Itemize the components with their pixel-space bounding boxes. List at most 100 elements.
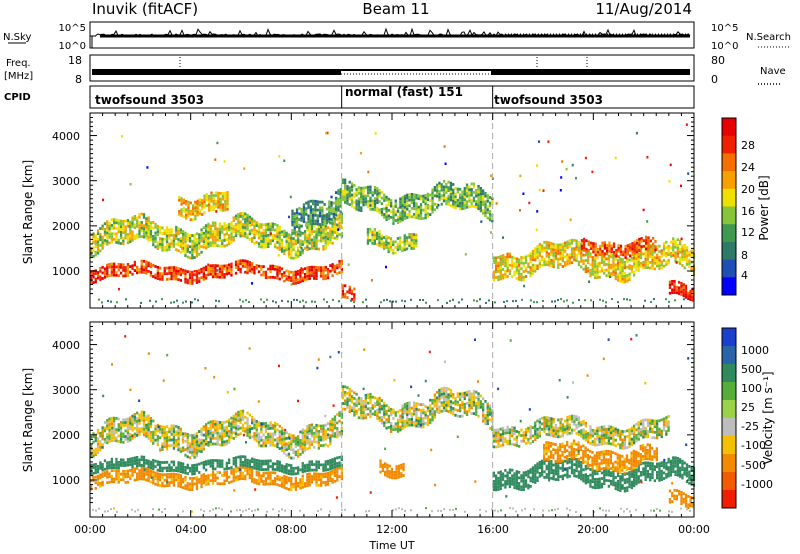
heatmap-cell	[307, 203, 310, 207]
heatmap-cell	[186, 244, 189, 248]
heatmap-cell	[371, 412, 374, 416]
heatmap-cell	[292, 469, 295, 473]
heatmap-cell	[527, 254, 530, 257]
heatmap-cell	[276, 460, 279, 463]
heatmap-cell	[290, 251, 293, 254]
heatmap-cell	[264, 480, 268, 483]
heatmap-cell	[475, 203, 478, 206]
heatmap-cell	[501, 268, 505, 271]
colorbar-swatch	[722, 171, 736, 190]
heatmap-cell	[269, 424, 272, 427]
heatmap-cell	[614, 266, 617, 269]
heatmap-cell	[513, 262, 516, 265]
heatmap-cell	[193, 250, 196, 254]
heatmap-cell	[344, 198, 347, 201]
heatmap-cell	[214, 442, 217, 446]
heatmap-cell	[248, 470, 251, 474]
heatmap-cell	[380, 207, 384, 211]
heatmap-cell	[113, 466, 116, 469]
heatmap-cell	[295, 225, 299, 228]
heatmap-cell	[172, 446, 176, 450]
heatmap-cell	[90, 463, 93, 467]
heatmap-cell	[389, 242, 393, 246]
heatmap-cell	[200, 228, 203, 232]
heatmap-cell	[436, 203, 439, 206]
heatmap-cell	[299, 453, 302, 456]
heatmap-cell	[221, 440, 224, 444]
heatmap-cell	[230, 262, 233, 266]
heatmap-cell	[314, 300, 316, 303]
heatmap-cell	[336, 231, 339, 235]
heatmap-cell	[182, 246, 185, 250]
heatmap-cell	[251, 421, 254, 425]
heatmap-cell	[577, 263, 581, 267]
heatmap-cell	[216, 440, 219, 443]
heatmap-cell	[138, 461, 141, 464]
heatmap-cell	[264, 427, 268, 431]
heatmap-cell	[612, 250, 616, 254]
heatmap-cell	[589, 263, 592, 267]
heatmap-cell	[674, 245, 677, 249]
heatmap-cell	[271, 275, 274, 279]
heatmap-cell	[90, 444, 93, 447]
heatmap-cell	[470, 190, 473, 194]
heatmap-cell	[156, 429, 159, 433]
heatmap-cell	[133, 413, 136, 416]
heatmap-cell	[223, 225, 226, 228]
heatmap-cell	[672, 240, 675, 243]
heatmap-cell	[303, 230, 307, 233]
heatmap-cell	[122, 464, 125, 467]
colorbar-swatch	[722, 206, 736, 225]
heatmap-cell	[401, 427, 404, 430]
heatmap-cell	[119, 435, 123, 438]
heatmap-cell	[297, 440, 300, 444]
heatmap-cell	[246, 225, 249, 228]
heatmap-cell	[218, 244, 222, 248]
heatmap-cell	[678, 280, 681, 284]
heatmap-cell	[285, 481, 288, 485]
heatmap-cell	[339, 199, 342, 202]
heatmap-cell	[501, 276, 505, 280]
heatmap-cell	[172, 478, 176, 482]
heatmap-cell	[392, 243, 395, 247]
heatmap-cell	[333, 228, 337, 232]
heatmap-cell	[221, 264, 224, 268]
heatmap-cell	[522, 278, 525, 282]
heatmap-cell	[200, 479, 203, 483]
heatmap-cell	[159, 242, 162, 246]
heatmap-cell	[225, 229, 228, 233]
heatmap-cell	[106, 269, 109, 273]
heatmap-cell	[422, 299, 424, 302]
heatmap-cell	[679, 239, 682, 243]
heatmap-cell	[554, 254, 558, 258]
heatmap-cell	[214, 232, 217, 236]
heatmap-cell	[360, 411, 363, 414]
heatmap-cell	[485, 301, 487, 304]
heatmap-cell	[518, 278, 521, 281]
heatmap-cell	[336, 223, 339, 227]
heatmap-cell	[324, 224, 327, 228]
heatmap-cell	[550, 242, 553, 245]
heatmap-cell	[355, 409, 358, 413]
heatmap-cell	[106, 223, 109, 226]
beam-title: Beam 11	[362, 0, 429, 18]
heatmap-cell	[449, 195, 453, 199]
heatmap-cell	[276, 465, 279, 469]
heatmap-cell	[262, 468, 265, 471]
heatmap-cell	[331, 463, 334, 467]
heatmap-cell	[654, 240, 657, 243]
heatmap-cell	[122, 418, 125, 422]
heatmap-cell	[366, 239, 370, 242]
heatmap-cell	[210, 208, 213, 212]
heatmap-cell	[285, 478, 288, 482]
heatmap-cell	[554, 243, 558, 247]
heatmap-cell	[683, 244, 686, 247]
heatmap-cell	[378, 241, 381, 245]
heatmap-cell	[255, 266, 258, 270]
heatmap-cell	[468, 205, 471, 208]
heatmap-cell	[310, 468, 314, 472]
heatmap-cell	[159, 466, 162, 470]
heatmap-cell	[326, 436, 330, 439]
heatmap-cell	[297, 255, 300, 258]
heatmap-cell	[126, 425, 130, 429]
